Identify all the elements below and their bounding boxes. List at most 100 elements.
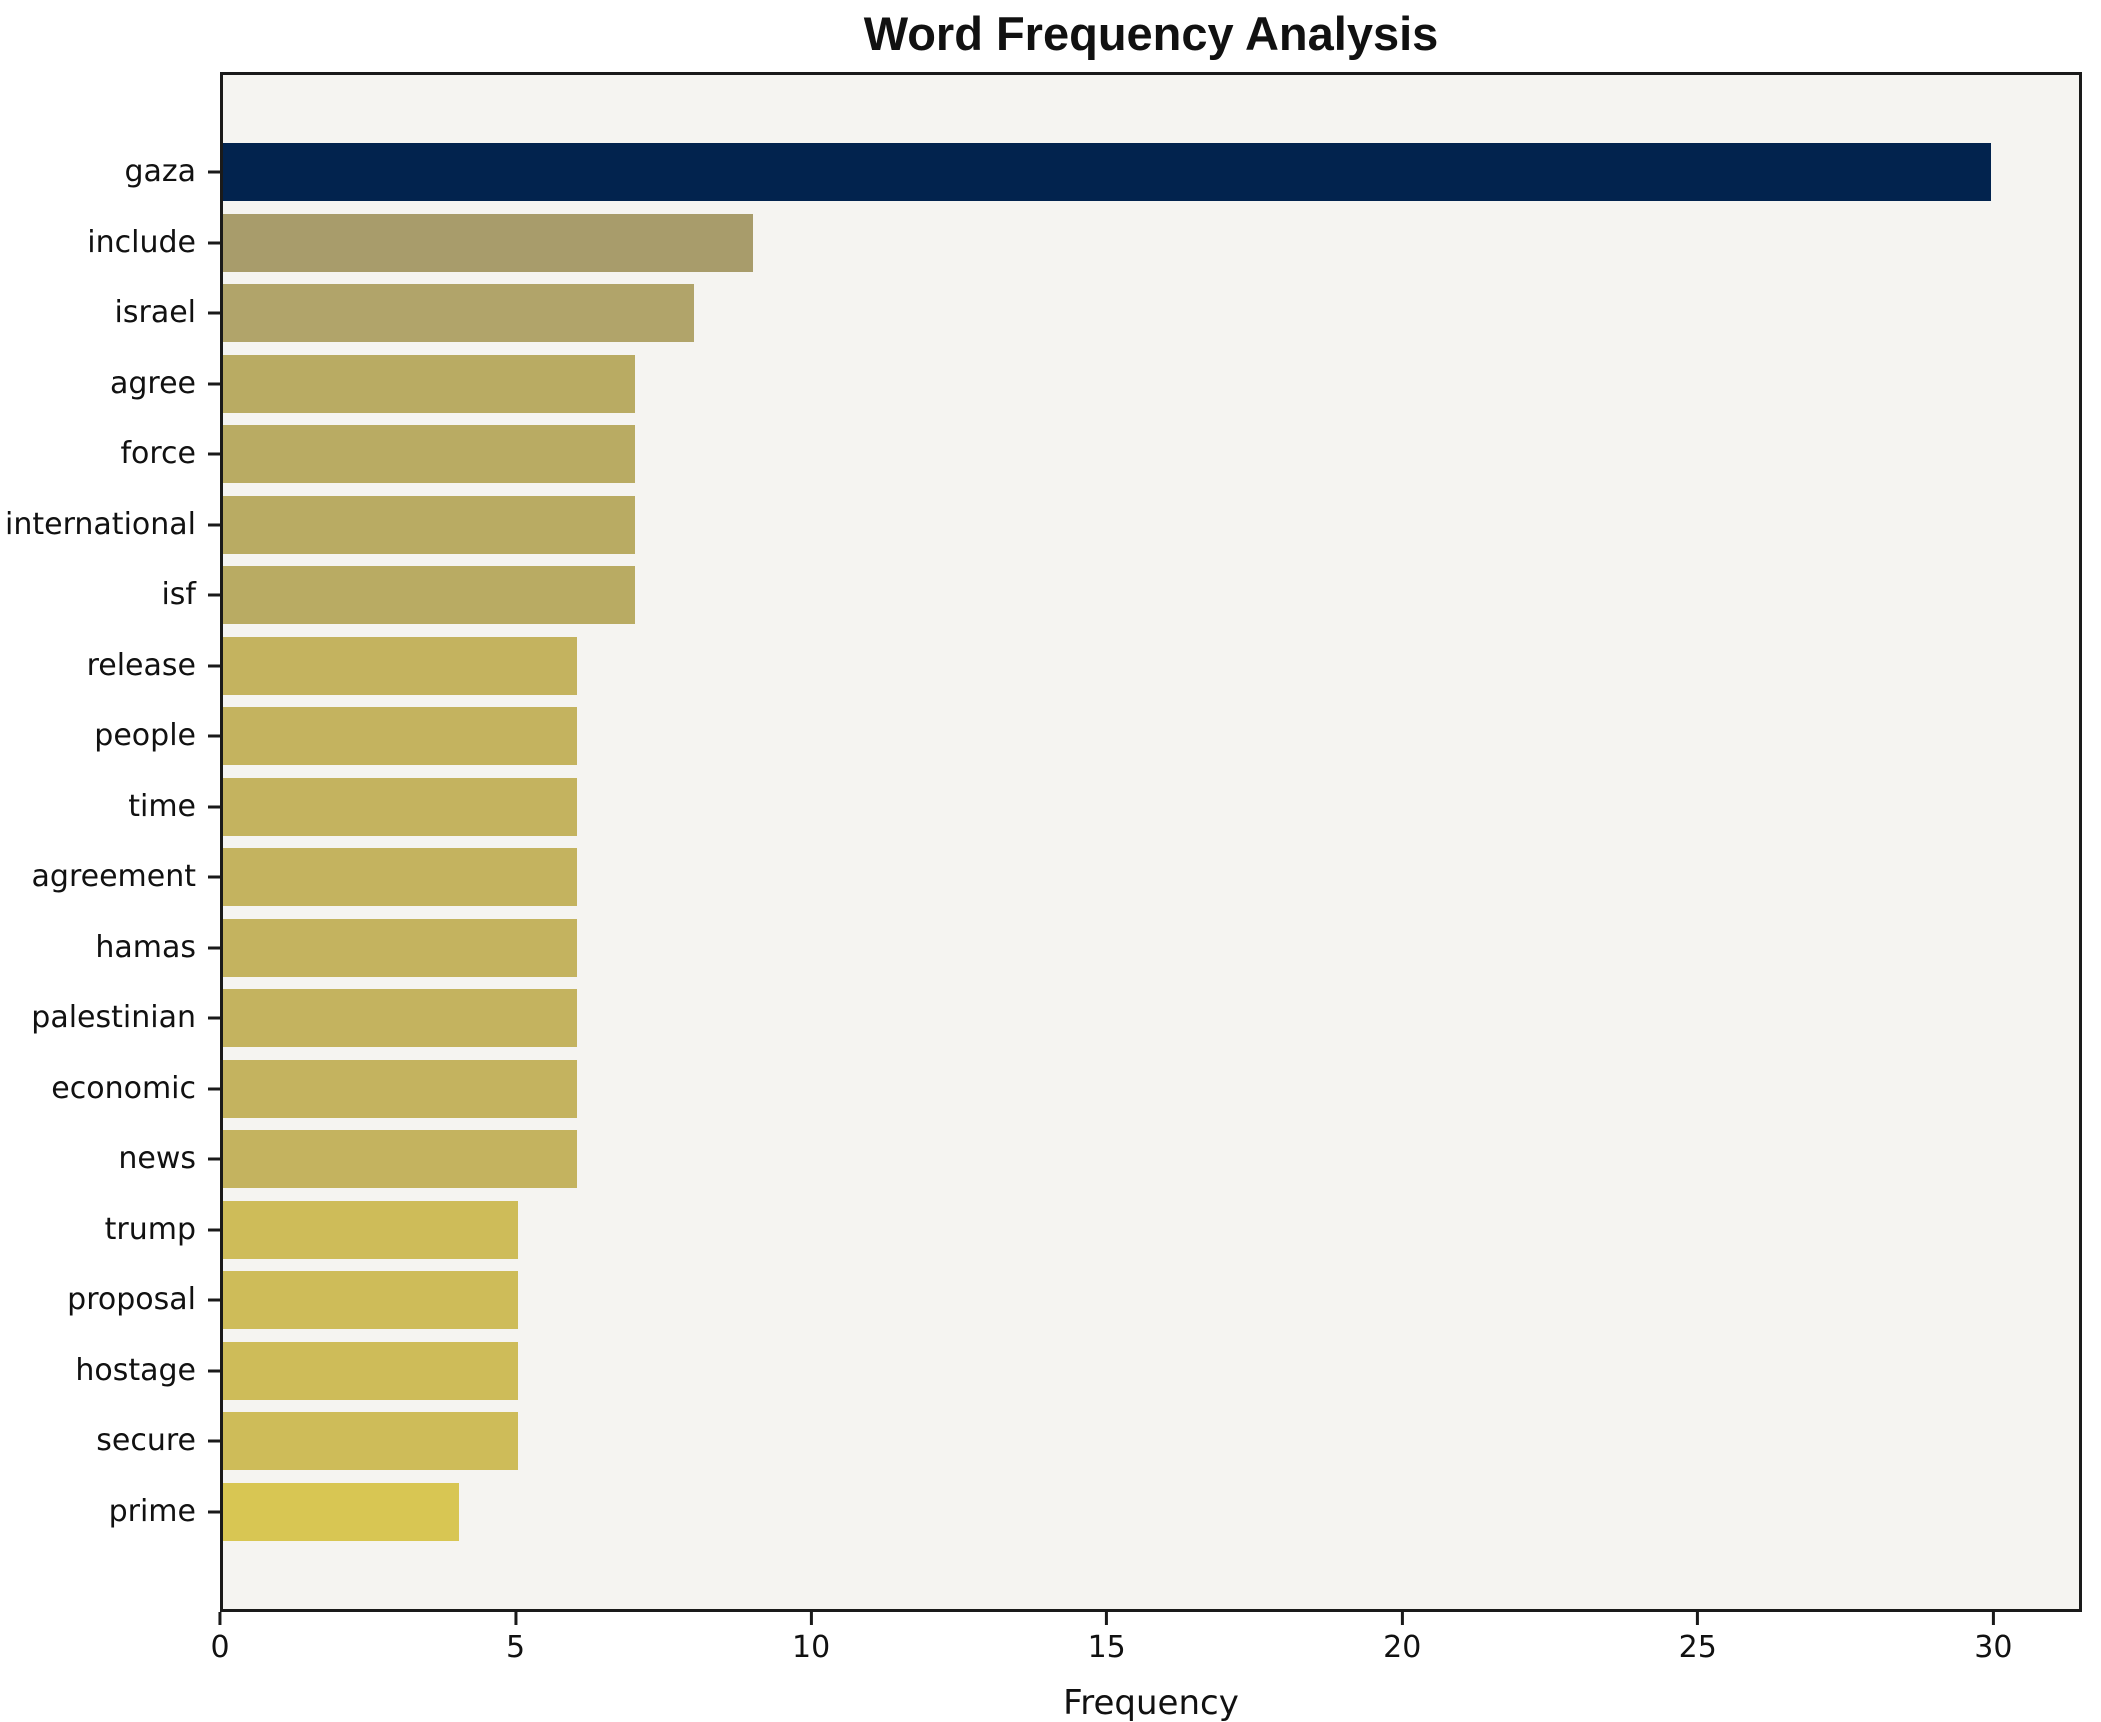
x-tick-label: 0 <box>210 1630 230 1665</box>
y-tick-mark <box>208 1157 220 1161</box>
category-label: palestinian <box>31 1000 196 1036</box>
bar-row: time <box>128 777 2079 836</box>
y-tick-mark <box>208 734 220 738</box>
bar <box>223 425 636 484</box>
bar-row: israel <box>115 284 2079 343</box>
bar-row: gaza <box>124 143 2079 201</box>
category-label: hostage <box>75 1352 196 1388</box>
bar <box>223 354 636 413</box>
y-tick-mark <box>208 875 220 879</box>
x-tick-label: 15 <box>1087 1630 1126 1665</box>
y-tick-mark <box>208 1016 220 1020</box>
bar-row: isf <box>161 566 2079 625</box>
bar-row: prime <box>109 1482 2079 1541</box>
category-label: secure <box>96 1423 196 1459</box>
x-tick-mark <box>1991 1612 1995 1625</box>
x-tick-label: 30 <box>1974 1630 2013 1665</box>
category-label: agreement <box>31 859 196 895</box>
category-label: isf <box>161 577 196 613</box>
x-tick-label: 10 <box>792 1630 831 1665</box>
y-tick-mark <box>208 382 220 386</box>
bar-row: include <box>87 213 2079 272</box>
bar <box>223 1412 518 1471</box>
x-axis: 0 5 10 15 20 25 30 <box>210 1612 2082 1692</box>
bar-row: news <box>118 1130 2079 1189</box>
bar <box>223 1130 577 1189</box>
y-tick-mark <box>208 523 220 527</box>
x-tick-mark <box>809 1612 813 1625</box>
bar-row: people <box>94 707 2079 766</box>
bar <box>223 848 577 907</box>
y-tick-mark <box>208 170 220 174</box>
bar-row: hostage <box>75 1341 2079 1400</box>
bar <box>223 284 695 343</box>
y-tick-mark <box>208 1298 220 1302</box>
bar-row: release <box>87 636 2079 695</box>
x-tick-mark <box>1696 1612 1700 1625</box>
bar-row: economic <box>51 1059 2079 1118</box>
bar-row: agreement <box>32 848 2079 907</box>
bar-row: trump <box>105 1200 2079 1259</box>
bar <box>223 777 577 836</box>
y-tick-mark <box>208 311 220 315</box>
y-tick-mark <box>208 805 220 809</box>
plot-area: gaza include israel agree force international… <box>5 72 2082 1612</box>
x-tick: 10 <box>792 1612 830 1663</box>
y-tick-mark <box>208 1228 220 1232</box>
bar <box>223 1271 518 1330</box>
y-tick-mark <box>208 1087 220 1091</box>
category-label: international <box>5 506 196 542</box>
bar-row: hamas <box>95 918 2079 977</box>
x-tick-label: 25 <box>1678 1630 1717 1665</box>
y-tick-mark <box>208 593 220 597</box>
y-tick-mark <box>208 946 220 950</box>
category-label: israel <box>114 295 196 331</box>
chart-title: Word Frequency Analysis <box>863 7 1439 60</box>
category-label: economic <box>51 1070 196 1106</box>
bar <box>223 1200 518 1259</box>
x-tick: 15 <box>1088 1612 1126 1663</box>
y-tick-mark <box>208 1369 220 1373</box>
category-label: people <box>94 718 196 754</box>
category-label: force <box>120 436 196 472</box>
x-tick-mark <box>514 1612 518 1625</box>
x-tick: 30 <box>1974 1612 2012 1663</box>
bar <box>223 1482 459 1541</box>
category-label: include <box>87 224 196 260</box>
category-label: hamas <box>95 929 196 965</box>
x-tick: 5 <box>506 1612 525 1663</box>
y-tick-mark <box>208 241 220 245</box>
y-tick-mark <box>208 664 220 668</box>
x-tick: 0 <box>210 1612 230 1665</box>
x-tick: 20 <box>1383 1612 1421 1663</box>
bar <box>223 566 636 625</box>
x-tick-label: 5 <box>506 1630 526 1665</box>
x-tick: 25 <box>1679 1612 1717 1663</box>
category-label: news <box>118 1141 196 1177</box>
x-tick-mark <box>1105 1612 1109 1625</box>
category-label: release <box>86 647 196 683</box>
bar-row: palestinian <box>31 989 2079 1048</box>
bar-row: international <box>5 495 2079 554</box>
bar <box>223 989 577 1048</box>
bar-row: secure <box>96 1412 2079 1471</box>
category-label: trump <box>104 1211 196 1247</box>
y-tick-mark <box>208 1510 220 1514</box>
y-tick-mark <box>208 1439 220 1443</box>
bar <box>223 707 577 766</box>
x-tick-mark <box>1400 1612 1404 1625</box>
bar <box>223 1341 518 1400</box>
bar <box>223 495 636 554</box>
bar <box>223 213 754 272</box>
bar <box>223 918 577 977</box>
x-axis-label: Frequency <box>1063 1683 1239 1722</box>
category-label: proposal <box>67 1282 196 1318</box>
category-label: time <box>128 788 196 824</box>
bar <box>223 143 1991 201</box>
bar-row: force <box>120 425 2079 484</box>
bar <box>223 1059 577 1118</box>
category-label: gaza <box>124 154 196 189</box>
category-label: prime <box>108 1493 196 1529</box>
category-label: agree <box>109 365 196 401</box>
